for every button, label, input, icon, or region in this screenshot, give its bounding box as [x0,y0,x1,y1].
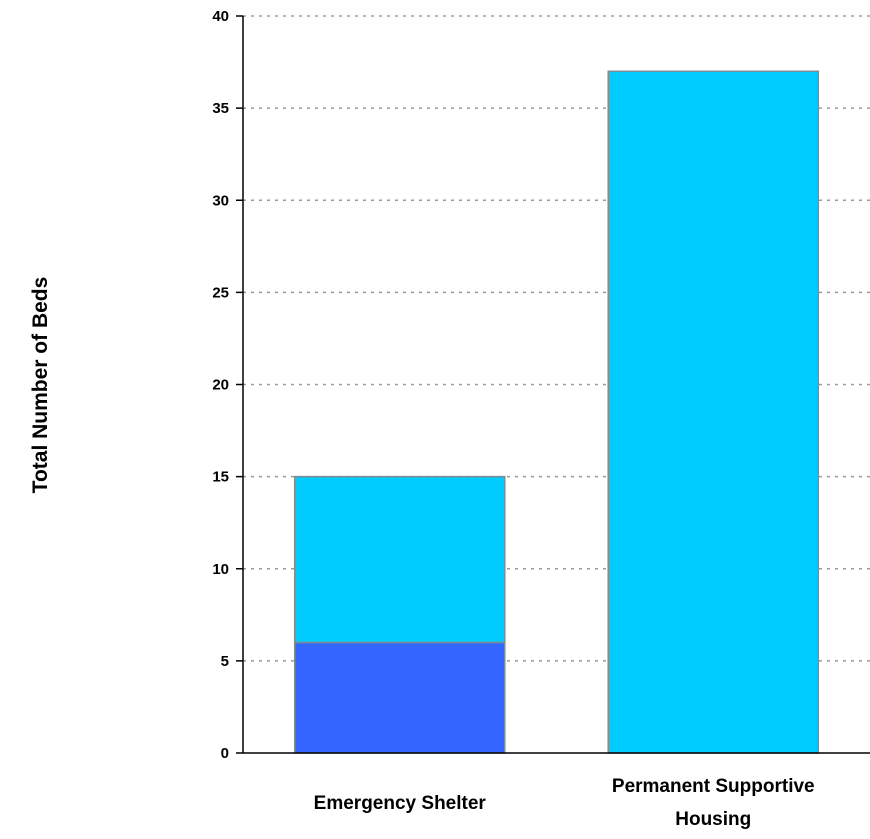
y-tick-label: 35 [212,100,229,117]
bar-segment [293,475,506,644]
category-labels: Emergency Shelter Permanent Supportive Hou… [314,776,815,830]
bar-segment [607,70,820,754]
y-tick-label: 20 [212,377,229,394]
bar-segment [293,641,506,754]
y-tick-label: 0 [221,745,229,762]
category-label: Emergency Shelter [314,793,487,814]
y-tick-label: 40 [212,8,229,25]
category-label: Permanent Supportive [612,776,815,797]
y-tick-labels: 0 5 10 15 20 25 30 35 40 [212,8,229,762]
y-tick-label: 10 [212,561,229,578]
y-tick-label: 30 [212,192,229,209]
y-axis-title: Total Number of Beds [29,277,52,494]
category-label: Housing [675,809,751,830]
axes [242,16,870,754]
y-tick-label: 25 [212,284,229,301]
y-tick-label: 15 [212,469,229,486]
y-tick-label: 5 [221,653,229,670]
bars [293,70,820,754]
